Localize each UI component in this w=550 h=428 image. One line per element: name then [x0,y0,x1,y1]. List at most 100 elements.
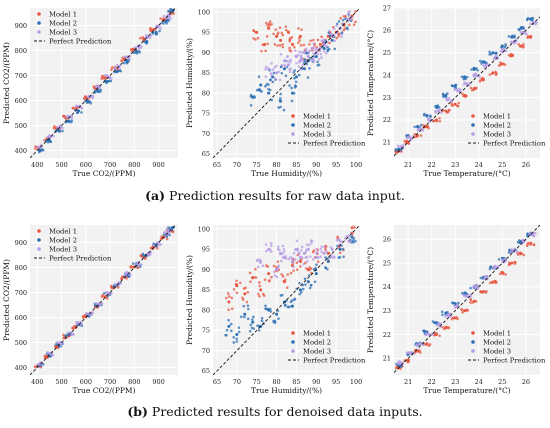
scatter-point [413,125,417,129]
scatter-point [319,247,323,251]
scatter-point [453,88,457,91]
scatter-point [227,324,231,328]
scatter-point [290,91,294,95]
scatter-point [276,44,279,47]
scatter-point [246,291,250,294]
scatter-point [252,29,255,32]
scatter-point [264,75,268,78]
y-tick-label: 25 [383,259,391,267]
scatter-point [507,261,511,264]
scatter-point [303,277,307,280]
scatter-point [279,99,283,103]
x-tick-label: 21 [404,378,412,386]
x-tick-label: 800 [128,378,140,386]
scatter-point [55,341,59,344]
scatter-point [481,63,485,67]
legend-label: Model 2 [483,339,511,347]
scatter-point [159,243,162,246]
scatter-point [273,274,277,277]
scatter-point [347,23,351,27]
scatter-point [235,340,239,343]
scatter-point [529,242,533,246]
scatter-point [298,50,301,54]
scatter-point [299,54,303,57]
scatter-point [74,325,78,329]
scatter-point [103,76,107,80]
legend-label: Model 3 [303,131,331,139]
y-tick-label: 700 [15,72,27,80]
scatter-point [301,287,305,291]
scatter-point [110,286,114,290]
x-tick-label: 100 [350,378,362,386]
scatter-point [70,119,74,123]
scatter-point [500,257,504,261]
scatter-point [297,73,301,77]
scatter-point [272,319,275,323]
scatter-point [446,98,450,102]
scatter-point [227,295,231,298]
scatter-point [227,318,230,322]
scatter-point [515,248,518,252]
scatter-point [446,313,450,317]
x-tick-label: 900 [152,161,164,169]
scatter-point [125,60,129,64]
scatter-point [300,245,304,249]
scatter-point [335,239,339,242]
scatter-point [34,147,37,151]
scatter-point [226,292,230,295]
scatter-point [312,268,316,271]
scatter-point [497,258,501,261]
scatter-point [339,16,342,20]
perfect-prediction-line [394,16,540,157]
scatter-point [280,293,284,297]
scatter-point [284,303,287,307]
caption-b: (b) Predicted results for denoised data … [0,404,550,419]
scatter-point [288,48,291,52]
scatter-point [112,285,116,288]
scatter-point [232,335,236,339]
caption-b-text: Predicted results for denoised data inpu… [151,404,423,419]
scatter-point [353,226,356,229]
scatter-point [148,36,152,39]
scatter-point [94,85,98,89]
legend-marker [291,123,295,127]
scatter-point [279,53,283,56]
scatter-point [271,68,275,71]
series-model-3 [36,13,173,150]
scatter-point [312,59,316,62]
scatter-point [305,255,309,259]
scatter-point [437,323,441,327]
scatter-point [259,259,263,263]
scatter-point [408,352,412,356]
scatter-point [315,247,318,251]
scatter-point [165,237,169,241]
scatter-point [290,304,294,308]
scatter-point [265,35,269,38]
scatter-point [279,105,282,109]
scatter-point [243,312,247,316]
scatter-point [257,328,261,332]
scatter-point [269,241,273,245]
scatter-point [276,245,280,249]
perfect-prediction-line [213,8,360,158]
x-tick-label: 90 [312,161,320,169]
scatter-point [263,42,267,46]
scatter-point [300,50,304,54]
scatter-point [110,77,113,80]
scatter-point [314,272,318,276]
legend-marker [471,114,475,118]
scatter-point [258,284,262,288]
legend-label: Model 1 [483,330,511,338]
scatter-point [301,59,305,62]
scatter-point [529,22,533,26]
scatter-point [103,295,107,299]
scatter-point [484,275,488,279]
scatter-point [252,315,255,319]
x-tick-label: 22 [428,161,436,169]
scatter-point [335,24,339,28]
scatter-point [278,26,282,29]
scatter-point [287,257,291,261]
scatter-point [302,262,305,266]
legend-label: Model 3 [483,348,511,356]
scatter-point [489,265,492,268]
